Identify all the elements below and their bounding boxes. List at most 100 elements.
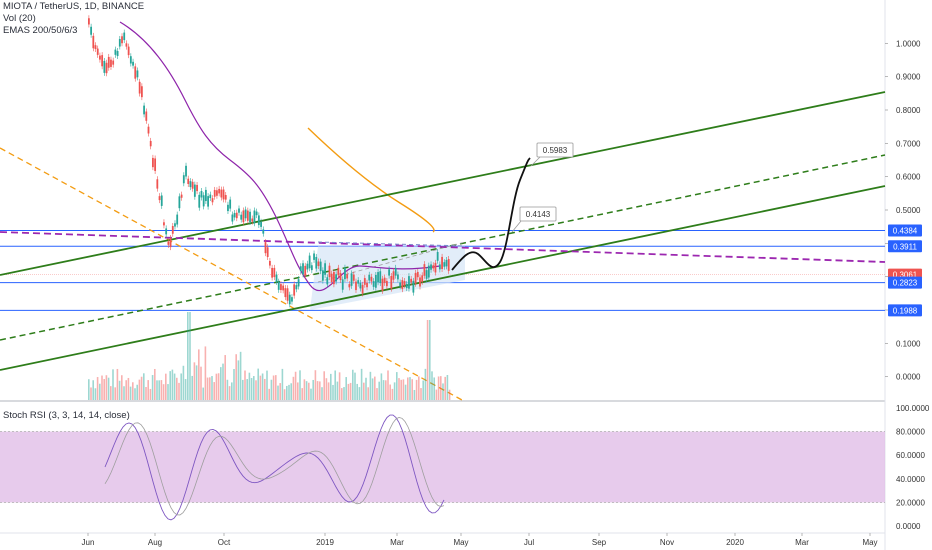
volume-bar xyxy=(288,384,290,400)
volume-bar xyxy=(147,380,149,400)
volume-bar xyxy=(356,383,358,400)
volume-bar xyxy=(448,389,451,400)
volume-bar xyxy=(200,366,202,400)
volume-bar xyxy=(323,371,325,400)
volume-bar xyxy=(308,382,310,400)
volume-bar xyxy=(424,368,427,400)
stoch-d-line xyxy=(104,417,445,516)
volume-bar xyxy=(279,383,281,400)
volume-bar xyxy=(154,368,156,400)
triangle-diagonal-dash xyxy=(317,241,466,283)
stoch-y-tick-label: 60.0000 xyxy=(896,451,925,460)
volume-bar xyxy=(165,373,167,400)
volume-bar xyxy=(255,380,257,400)
y-tick-label: 0.6000 xyxy=(896,173,921,182)
volume-bar xyxy=(228,386,231,400)
volume-bar xyxy=(345,377,347,400)
volume-bar xyxy=(114,387,116,400)
price-badge xyxy=(888,304,922,317)
volume-bar xyxy=(209,377,211,400)
purple-dashed-resistance xyxy=(0,231,886,263)
volume-bar xyxy=(352,369,354,400)
volume-bar xyxy=(213,382,215,400)
callout-box xyxy=(536,142,574,158)
ema-legend: EMAS 200/50/6/3 xyxy=(3,25,78,36)
stoch-legend: Stoch RSI (3, 3, 14, 14, close) xyxy=(3,410,130,421)
volume-bar xyxy=(433,377,435,400)
callout-label: 0.4143 xyxy=(526,210,551,219)
volume-bar xyxy=(261,373,264,400)
volume-bar xyxy=(176,377,178,400)
volume-bar xyxy=(244,370,246,400)
volume-bar xyxy=(127,377,130,400)
volume-bar xyxy=(116,368,119,400)
volume-bar xyxy=(206,377,209,400)
x-tick-label: Jul xyxy=(524,538,534,547)
x-tick-label: Mar xyxy=(390,538,404,547)
x-tick-label: Oct xyxy=(218,538,231,547)
volume-bar xyxy=(303,379,306,400)
ema-line xyxy=(119,21,441,292)
volume-bar xyxy=(129,386,132,400)
price-badge-label: 0.1988 xyxy=(893,306,918,315)
volume-bar xyxy=(237,360,240,400)
volume-bar xyxy=(195,365,198,400)
volume-bar xyxy=(283,389,286,400)
volume-bar xyxy=(418,376,420,400)
orange-curve xyxy=(307,127,435,233)
volume-bar xyxy=(275,375,277,400)
x-tick-label: May xyxy=(453,538,468,547)
volume-bar xyxy=(253,376,255,400)
volume-bar xyxy=(202,387,204,400)
price-candles xyxy=(88,15,450,308)
volume-bar xyxy=(211,376,213,400)
volume-bar xyxy=(204,346,207,400)
x-tick-label: Sep xyxy=(592,538,607,547)
volume-bar xyxy=(248,372,251,400)
volume-bar xyxy=(327,382,330,400)
volume-bar xyxy=(191,375,193,400)
volume-bar xyxy=(187,312,189,400)
callout-0-4143: 0.4143 xyxy=(511,206,557,233)
volume-bar xyxy=(409,377,411,400)
volume-legend: Vol (20) xyxy=(3,13,36,24)
volume-bar xyxy=(224,355,226,400)
volume-bar xyxy=(239,351,242,400)
x-tick-label: Nov xyxy=(660,538,674,547)
price-badge xyxy=(888,224,922,237)
volume-bar xyxy=(264,378,266,400)
volume-bar xyxy=(422,380,424,400)
stoch-lines xyxy=(104,414,445,521)
callout-0-5983: 0.5983 xyxy=(530,142,574,167)
volume-bar xyxy=(435,389,438,400)
volume-bar xyxy=(105,375,108,400)
y-tick-label: 0.8000 xyxy=(896,106,921,115)
volume-bar xyxy=(314,370,317,400)
volume-bar xyxy=(382,380,385,400)
x-tick-label: Mar xyxy=(795,538,809,547)
volume-bar xyxy=(396,372,398,400)
volume-bar xyxy=(429,320,431,400)
volume-bar xyxy=(92,380,94,400)
stoch-y-tick-label: 40.0000 xyxy=(896,475,925,484)
volume-bar xyxy=(378,381,380,400)
volume-bar xyxy=(444,376,446,400)
volume-bar xyxy=(235,354,237,400)
volume-bar xyxy=(332,384,334,400)
volume-bar xyxy=(365,377,367,400)
volume-bar xyxy=(145,387,147,400)
stoch-k-line xyxy=(104,414,445,521)
volume-bar xyxy=(415,379,418,400)
x-tick-label: 2020 xyxy=(726,538,744,547)
volume-bar xyxy=(118,380,121,400)
x-tick-label: Jun xyxy=(82,538,95,547)
callout-pointer xyxy=(511,220,522,233)
volume-bar xyxy=(286,385,288,400)
volume-bar xyxy=(321,387,323,400)
volume-bar xyxy=(341,388,343,400)
volume-bar xyxy=(334,370,336,400)
volume-bar xyxy=(336,381,339,400)
stoch-y-tick-label: 0.0000 xyxy=(896,522,921,531)
